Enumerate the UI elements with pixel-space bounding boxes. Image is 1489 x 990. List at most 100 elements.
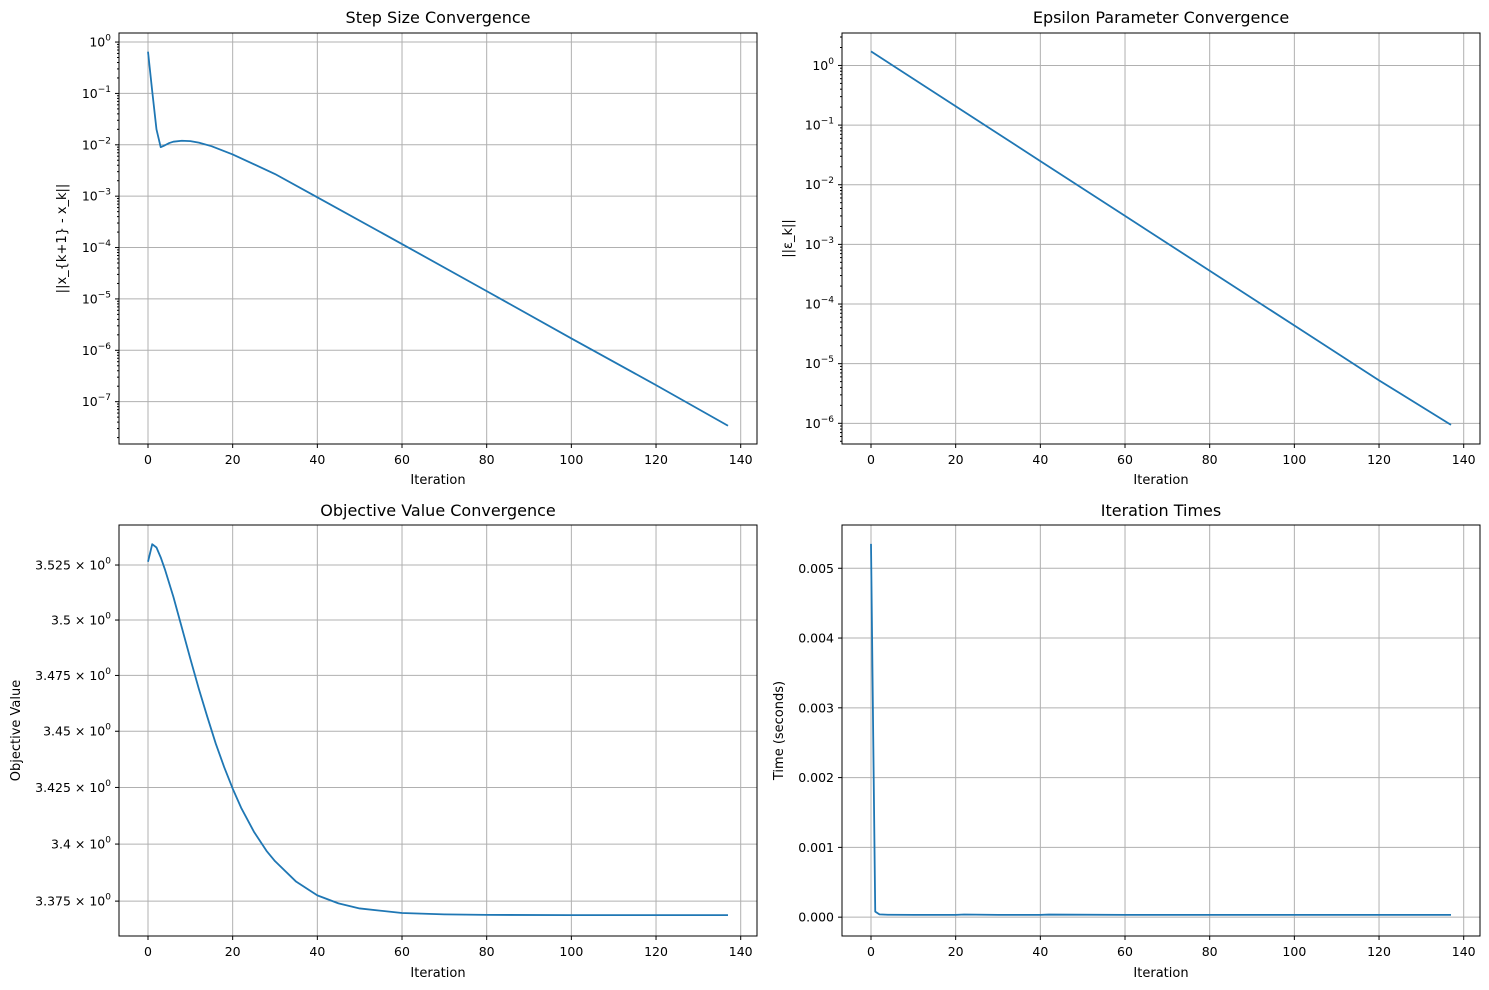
chart-title: Objective Value Convergence <box>320 501 555 520</box>
x-tick-label: 80 <box>1202 944 1218 959</box>
y-tick-label: 0.005 <box>798 561 834 576</box>
y-tick-base: 10 <box>805 237 821 252</box>
axes-frame <box>118 32 758 445</box>
y-tick-label: 10−3 <box>805 236 834 252</box>
y-tick-exponent: −5 <box>98 290 111 300</box>
y-tick-label: 10−4 <box>805 296 834 312</box>
axes-frame <box>841 524 1481 937</box>
y-tick-base: 10 <box>805 177 821 192</box>
x-tick-label: 60 <box>394 944 410 959</box>
y-tick-base: 3.475 × 10 <box>35 668 105 683</box>
axes-frame <box>841 32 1481 445</box>
y-tick-exponent: 0 <box>105 893 111 903</box>
y-tick-exponent: 0 <box>105 34 111 44</box>
y-tick-exponent: 0 <box>828 57 834 67</box>
y-axis-label: Time (seconds) <box>772 681 787 781</box>
x-tick-label: 100 <box>1282 452 1306 467</box>
y-tick-label: 3.5 × 100 <box>51 612 111 628</box>
x-tick-label: 140 <box>1452 944 1476 959</box>
chart-title: Iteration Times <box>1101 501 1221 520</box>
y-tick-exponent: −7 <box>98 393 111 403</box>
y-tick-base: 10 <box>812 58 828 73</box>
y-tick-label: 10−7 <box>82 393 111 409</box>
y-tick-exponent: 0 <box>105 836 111 846</box>
y-tick-base: 10 <box>82 189 98 204</box>
y-tick-base: 3.4 × 10 <box>51 837 105 852</box>
y-tick-label: 0.000 <box>798 910 834 925</box>
y-tick-exponent: −4 <box>821 296 835 306</box>
x-tick-label: 100 <box>559 944 583 959</box>
obj-series-line <box>147 543 728 916</box>
chart-title: Epsilon Parameter Convergence <box>1033 8 1289 27</box>
y-tick-base: 10 <box>805 297 821 312</box>
x-tick-label: 60 <box>394 452 410 467</box>
y-tick-exponent: −3 <box>98 188 111 198</box>
y-tick-base: 10 <box>82 86 98 101</box>
y-tick-label: 10−5 <box>805 355 834 371</box>
y-tick-label: 100 <box>89 34 111 50</box>
y-tick-exponent: −1 <box>98 85 111 95</box>
y-tick-exponent: −6 <box>821 415 835 425</box>
x-tick-label: 120 <box>1367 452 1391 467</box>
y-tick-label: 10−4 <box>82 239 111 255</box>
x-axis-label: Iteration <box>410 473 465 488</box>
y-axis-label: Objective Value <box>9 680 24 781</box>
eps-series-line <box>870 50 1452 426</box>
y-tick-exponent: 0 <box>105 667 111 677</box>
x-tick-label: 140 <box>1452 452 1476 467</box>
y-tick-label: 10−6 <box>805 415 834 431</box>
y-tick-label: 0.001 <box>798 840 834 855</box>
y-tick-label: 100 <box>812 57 834 73</box>
y-tick-exponent: −4 <box>98 239 112 249</box>
x-tick-label: 20 <box>948 944 964 959</box>
y-tick-label: 3.425 × 100 <box>35 779 111 795</box>
x-tick-label: 60 <box>1117 452 1133 467</box>
x-tick-label: 40 <box>309 452 325 467</box>
y-tick-label: 10−5 <box>82 290 111 306</box>
step-plot: 0 20 40 60 80 100 120 14010010−110−210−310−410−… <box>55 8 758 488</box>
y-tick-exponent: −2 <box>821 176 834 186</box>
y-tick-base: 10 <box>82 291 98 306</box>
x-tick-label: 40 <box>1032 452 1048 467</box>
y-tick-base: 10 <box>89 35 105 50</box>
y-tick-base: 3.5 × 10 <box>51 613 105 628</box>
x-tick-label: 80 <box>1202 452 1218 467</box>
x-tick-label: 120 <box>644 452 668 467</box>
x-tick-label: 0 <box>867 944 875 959</box>
y-tick-base: 10 <box>805 416 821 431</box>
y-tick-base: 10 <box>805 118 821 133</box>
y-tick-base: 0.003 <box>798 700 834 715</box>
y-tick-base: 10 <box>82 394 98 409</box>
y-tick-exponent: −6 <box>98 342 112 352</box>
y-tick-base: 3.45 × 10 <box>43 724 105 739</box>
y-tick-base: 10 <box>82 343 98 358</box>
eps-plot: 0 20 40 60 80 100 120 14010010−110−210−310−410−… <box>781 8 1481 488</box>
y-tick-label: 3.375 × 100 <box>35 893 111 909</box>
x-tick-label: 0 <box>144 944 152 959</box>
y-tick-exponent: 0 <box>105 557 111 567</box>
x-axis-label: Iteration <box>410 966 465 981</box>
y-tick-base: 3.525 × 10 <box>35 558 105 573</box>
axes-frame <box>118 524 758 937</box>
y-tick-label: 10−3 <box>82 188 111 204</box>
x-tick-label: 100 <box>1282 944 1306 959</box>
y-axis-label: ||x_{k+1} - x_k|| <box>55 184 70 294</box>
y-tick-label: 0.002 <box>798 770 834 785</box>
x-tick-label: 60 <box>1117 944 1133 959</box>
y-tick-label: 3.525 × 100 <box>35 557 111 573</box>
step-series-line <box>147 51 729 427</box>
y-tick-label: 10−6 <box>82 342 111 358</box>
x-axis-label: Iteration <box>1133 473 1188 488</box>
x-tick-label: 0 <box>867 452 875 467</box>
y-tick-exponent: −5 <box>821 355 834 365</box>
y-tick-base: 0.001 <box>798 840 834 855</box>
time-plot: 0 20 40 60 80 100 120 140 0.000 0.001 0.002 0.003 0.… <box>772 501 1481 981</box>
y-tick-exponent: 0 <box>105 723 111 733</box>
y-tick-base: 0.000 <box>798 910 834 925</box>
y-tick-label: 10−1 <box>805 117 834 133</box>
x-tick-label: 80 <box>479 944 495 959</box>
y-axis-label: ||ε_k|| <box>781 219 796 258</box>
y-tick-exponent: −2 <box>98 136 111 146</box>
y-tick-base: 0.005 <box>798 561 834 576</box>
